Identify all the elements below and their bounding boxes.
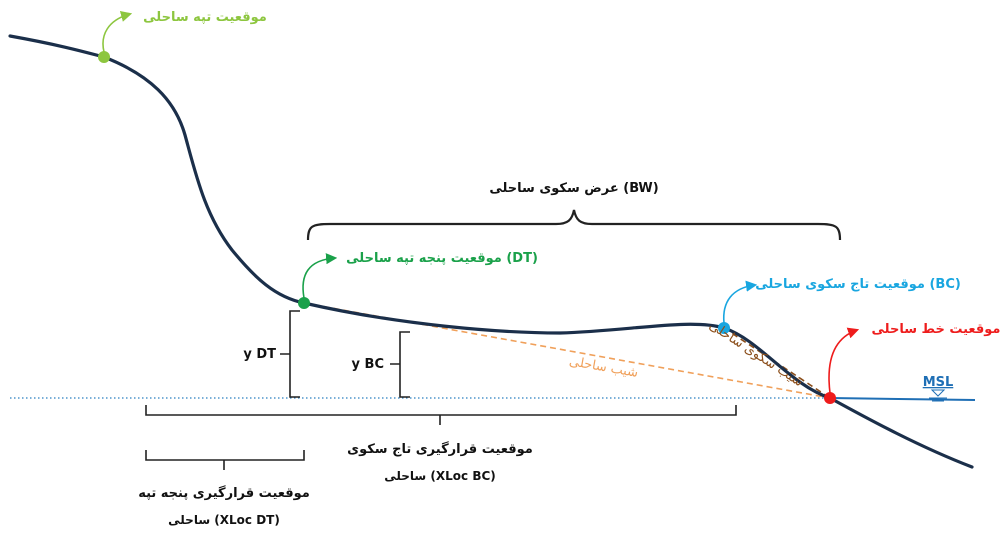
dune-toe-point	[298, 297, 310, 309]
xloc-dt-label-line2: ساحلی (XLoc DT)	[168, 513, 280, 527]
dune-arrow-icon	[102, 10, 133, 53]
y-bc-label: y BC	[352, 357, 384, 372]
berm-slope-label: شیب سکوی ساحلی	[706, 318, 805, 390]
msl-sea-line	[829, 397, 976, 401]
msl-symbol-icon	[929, 389, 947, 402]
shoreline-arrow-icon	[828, 327, 860, 394]
berm-crest-point	[718, 322, 730, 334]
y-bc-bracket	[390, 331, 410, 398]
shoreline-position-label: موقعیت خط ساحلی	[872, 322, 1001, 337]
xloc-dt-label-line1: موقعیت قرارگیری پنجه تپه	[138, 485, 310, 501]
beach-slope-label: شیب ساحلی	[568, 354, 639, 381]
beach-slope-line	[303, 302, 831, 399]
dune-point	[98, 51, 110, 63]
beach-profile-curve	[8, 34, 974, 469]
beach-width-bracket	[306, 209, 842, 241]
dune-position-label: موقعیت تپه ساحلی	[143, 10, 267, 25]
dune-toe-position-label: موقعیت پنجه تپه ساحلی (DT)	[346, 251, 538, 266]
xloc-bc-label-line2: ساحلی (XLoc BC)	[384, 469, 496, 483]
y-dt-label: y DT	[243, 347, 276, 362]
beach-width-label: عرض سکوی ساحلی (BW)	[489, 181, 658, 196]
xloc-dt-bracket	[145, 450, 305, 470]
msl-label: MSL	[923, 375, 954, 390]
berm-crest-arrow-icon	[723, 280, 758, 324]
y-dt-bracket	[280, 310, 300, 398]
berm-crest-position-label: موقعیت تاج سکوی ساحلی (BC)	[755, 277, 961, 292]
xloc-bc-bracket	[145, 405, 737, 425]
xloc-bc-label-line1: موقعیت قرارگیری تاج سکوی	[347, 441, 533, 457]
shoreline-point	[824, 392, 836, 404]
dune-toe-arrow-icon	[302, 253, 338, 299]
